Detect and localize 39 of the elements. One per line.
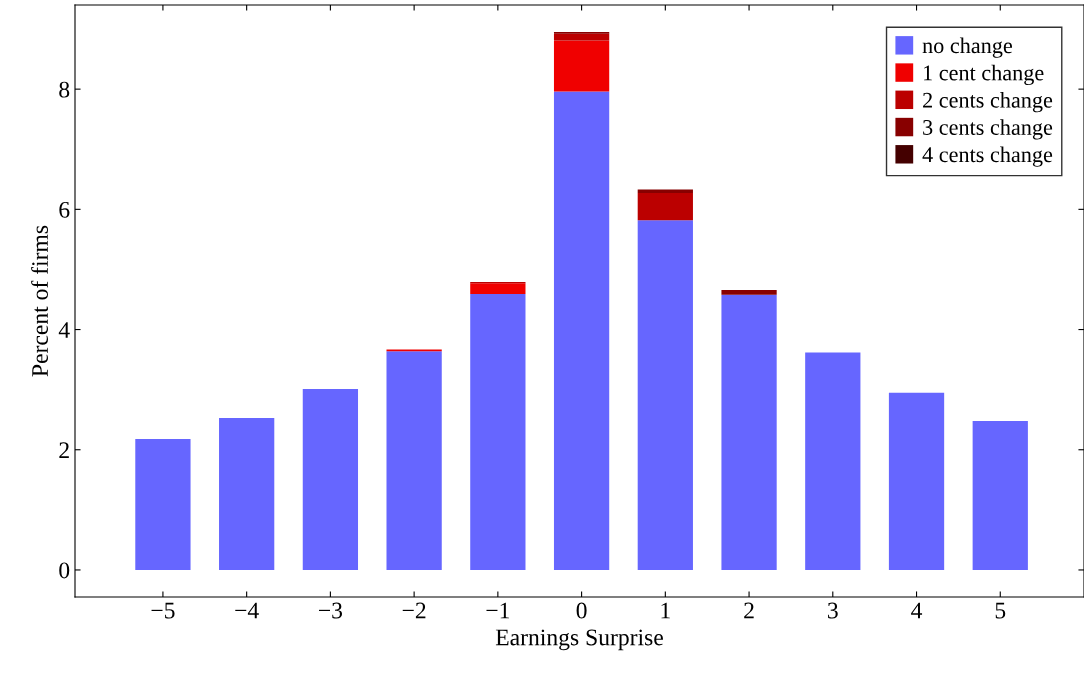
legend-label: 2 cents change xyxy=(923,92,1053,113)
x-tick-label: 1 xyxy=(661,602,670,619)
y-tick-label: 2 xyxy=(59,442,69,458)
x-tick-label: 5 xyxy=(995,602,1006,619)
x-tick-label: −3 xyxy=(319,602,343,619)
x-tick-label: −1 xyxy=(486,602,509,619)
bar xyxy=(302,389,359,570)
bar xyxy=(553,40,610,92)
bar xyxy=(805,352,861,570)
x-tick-label: 2 xyxy=(744,602,754,619)
bar xyxy=(553,91,610,570)
bar xyxy=(470,283,526,295)
bar xyxy=(637,193,693,221)
y-tick-label: 6 xyxy=(59,201,70,218)
x-tick-label: 0 xyxy=(576,602,587,619)
bar xyxy=(135,438,191,570)
y-tick-label: 4 xyxy=(58,322,70,338)
bar xyxy=(888,392,945,570)
x-tick-label: 3 xyxy=(828,602,838,619)
bar xyxy=(637,220,693,570)
bar xyxy=(219,417,275,570)
legend-label: 1 cent change xyxy=(924,64,1044,86)
bar xyxy=(553,33,610,41)
x-tick-label: −2 xyxy=(402,602,426,619)
legend-label: no change xyxy=(922,37,1013,58)
legend-label: 3 cents change xyxy=(923,119,1053,140)
bar xyxy=(721,294,777,570)
x-tick-label: −4 xyxy=(235,602,259,619)
y-tick-label: 8 xyxy=(59,81,70,98)
legend-label: 4 cents change xyxy=(922,146,1053,167)
bar xyxy=(972,420,1028,570)
bar xyxy=(470,294,526,570)
y-tick-label: 0 xyxy=(59,562,70,579)
x-axis-title: Earnings Surprise xyxy=(495,629,663,651)
x-tick-label: −5 xyxy=(151,602,175,619)
x-tick-label: 4 xyxy=(911,602,923,619)
bar xyxy=(721,289,777,295)
bar xyxy=(386,351,442,570)
y-axis-title: Percent of firms xyxy=(31,225,48,377)
